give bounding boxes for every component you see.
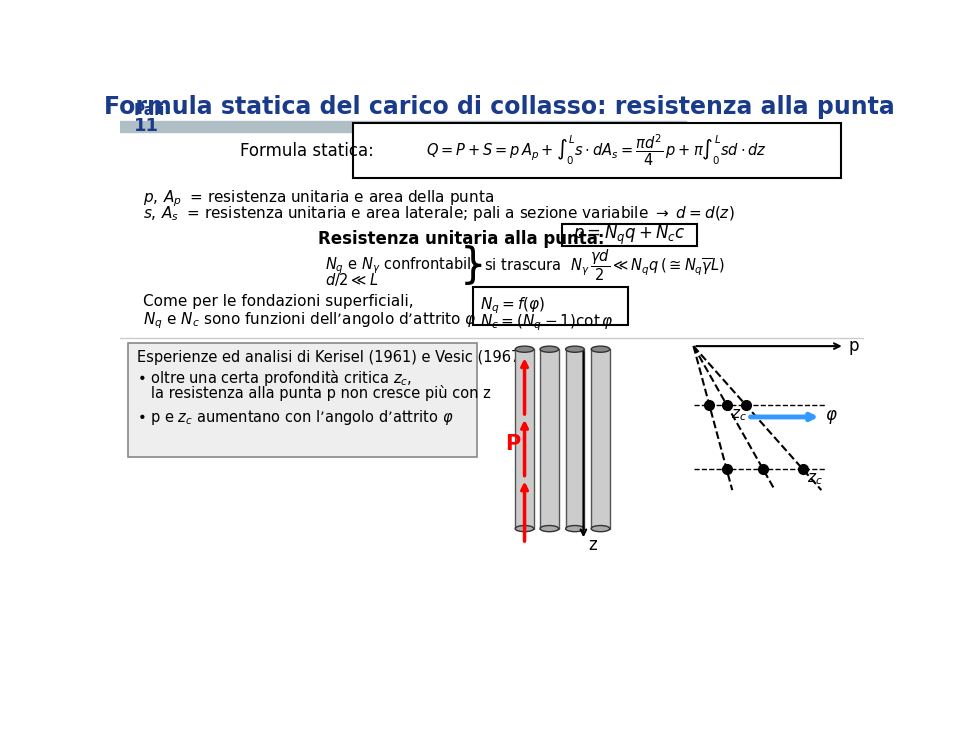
Text: Esperienze ed analisi di Kerisel (1961) e Vesic (1967):: Esperienze ed analisi di Kerisel (1961) … <box>137 350 531 365</box>
Text: • oltre una certa profondità critica $z_c$,: • oltre una certa profondità critica $z_… <box>137 369 412 388</box>
Text: $N_q = f(\varphi)$: $N_q = f(\varphi)$ <box>480 296 545 316</box>
Text: $N_q$ e $N_c$ sono funzioni dell’angolo d’attrito $\varphi$: $N_q$ e $N_c$ sono funzioni dell’angolo … <box>143 310 477 330</box>
Text: Formula statica:: Formula statica: <box>240 142 374 160</box>
Bar <box>540 349 559 529</box>
Text: $s,\,A_s\;$ = resistenza unitaria e area laterale; pali a sezione variabile $\ri: $s,\,A_s\;$ = resistenza unitaria e area… <box>143 204 734 223</box>
Text: Pali: Pali <box>134 103 165 118</box>
Text: $\}$: $\}$ <box>459 244 482 287</box>
Text: Resistenza unitaria alla punta:: Resistenza unitaria alla punta: <box>318 230 604 248</box>
Text: la resistenza alla punta p non cresce più con z: la resistenza alla punta p non cresce pi… <box>137 385 491 400</box>
Text: z: z <box>588 535 597 553</box>
Bar <box>516 349 534 529</box>
Text: $p,\,A_p\;$ = resistenza unitaria e area della punta: $p,\,A_p\;$ = resistenza unitaria e area… <box>143 188 494 209</box>
Text: $z_c$: $z_c$ <box>731 408 747 424</box>
Text: P: P <box>505 434 520 454</box>
Ellipse shape <box>565 526 585 532</box>
Ellipse shape <box>565 346 585 352</box>
Text: $d/2 \ll L$: $d/2 \ll L$ <box>325 271 378 288</box>
Bar <box>591 349 610 529</box>
Bar <box>120 121 685 132</box>
Text: 11: 11 <box>134 117 159 135</box>
Bar <box>472 287 628 325</box>
Text: Come per le fondazioni superficiali,: Come per le fondazioni superficiali, <box>143 294 414 308</box>
Ellipse shape <box>540 346 559 352</box>
Text: si trascura  $N_{\gamma}\,\dfrac{\gamma d}{2} \ll N_q q\,(\cong N_q \overline{\g: si trascura $N_{\gamma}\,\dfrac{\gamma d… <box>484 247 726 283</box>
Text: Formula statica del carico di collasso: resistenza alla punta: Formula statica del carico di collasso: … <box>105 95 895 119</box>
Ellipse shape <box>516 526 534 532</box>
Text: $N_c = (N_q - 1)\cot\varphi$: $N_c = (N_q - 1)\cot\varphi$ <box>480 312 613 333</box>
Ellipse shape <box>516 346 534 352</box>
Bar <box>562 225 697 246</box>
Ellipse shape <box>540 526 559 532</box>
Text: $\varphi$: $\varphi$ <box>826 408 838 426</box>
Text: $p = N_q q + N_c c$: $p = N_q q + N_c c$ <box>573 224 685 247</box>
Text: • p e $z_c$ aumentano con l’angolo d’attrito $\varphi$: • p e $z_c$ aumentano con l’angolo d’att… <box>137 409 454 428</box>
Bar <box>352 123 841 178</box>
Ellipse shape <box>591 526 610 532</box>
Text: p: p <box>849 337 859 355</box>
Ellipse shape <box>591 346 610 352</box>
Text: $Q = P + S = p\,A_p + \int_0^L s\cdot dA_s = \dfrac{\pi d^2}{4}\,p + \pi\int_0^L: $Q = P + S = p\,A_p + \int_0^L s\cdot dA… <box>426 133 767 168</box>
Text: $N_q$ e $N_{\gamma}$ confrontabili: $N_q$ e $N_{\gamma}$ confrontabili <box>325 256 476 276</box>
Bar <box>565 349 585 529</box>
Text: $z_c$: $z_c$ <box>806 472 823 487</box>
Bar <box>128 343 476 457</box>
